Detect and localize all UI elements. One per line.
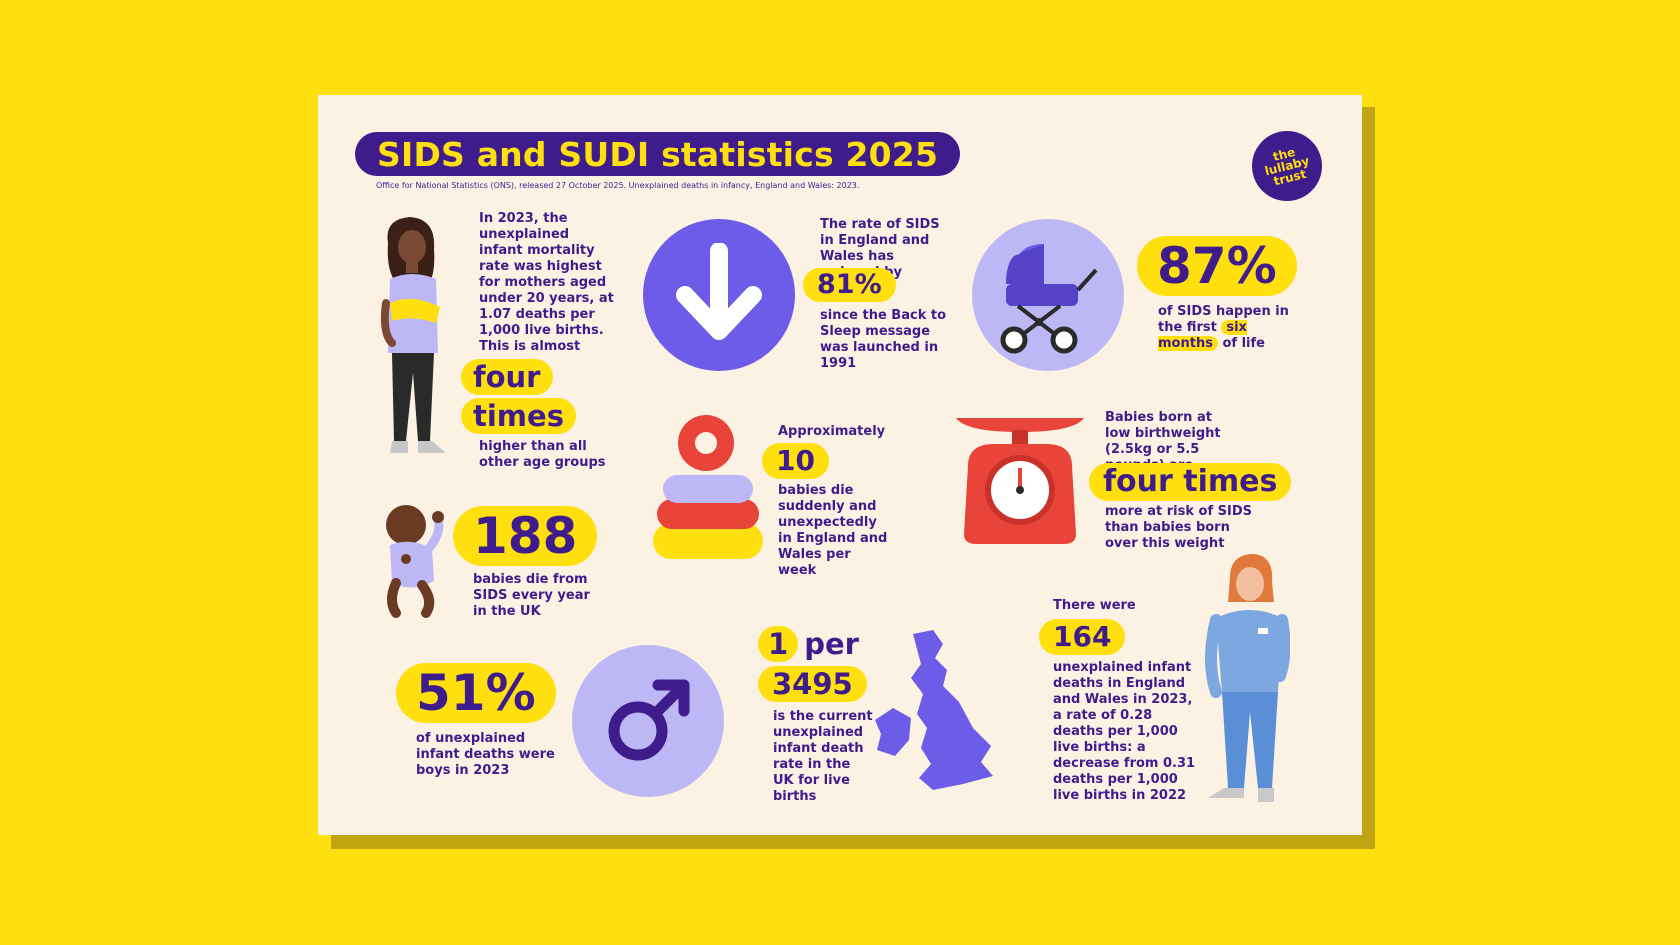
stat-164-before-text: There were [1053,598,1136,613]
stat-164-after-text: unexplained infant deaths in England and… [1053,660,1196,803]
lullaby-trust-logo: the lullaby trust [1244,123,1330,209]
male-symbol-circle [572,645,724,797]
stat-rate-value: 81% [803,268,896,302]
stat-uk-rate-value-1: 1 [758,626,799,662]
stat-uk-rate-value-2: 3495 [758,666,867,702]
stat-months-after: of life [1222,336,1265,351]
pram-icon [1000,244,1098,354]
uk-map-icon [875,630,993,790]
male-symbol-icon [608,679,690,761]
stat-months-text: of SIDS happen in the first six months o… [1158,304,1308,352]
stat-weekly-after-text: babies die suddenly and unexpectedly in … [778,483,888,578]
down-arrow-icon [676,243,762,340]
pram-circle [972,219,1124,371]
stat-boys-after-text: of unexplained infant deaths were boys i… [416,731,555,778]
stat-weekly-value: 10 [762,443,829,479]
nurse-illustration [1205,554,1290,802]
stat-rate-after-text: since the Back to Sleep message was laun… [820,308,947,371]
stat-yearly-value: 188 [453,506,598,566]
stat-164-value: 164 [1039,619,1126,655]
stat-months-before: of SIDS happen in the first [1158,304,1289,335]
mother-holding-baby-illustration [380,217,446,453]
page-title: SIDS and SUDI statistics 2025 [377,134,939,174]
stat-yearly-after-text: babies die from SIDS every year in the U… [473,572,590,619]
stat-weekly-before-text: Approximately [778,424,886,439]
stat-uk-rate-heading: 1 per [758,626,859,662]
stat-mothers-text: In 2023, the unexplained infant mortalit… [479,211,614,354]
stacking-rings-icon [653,415,763,559]
stat-uk-rate-word: per [804,627,859,661]
stat-birthweight-after-text: more at risk of SIDS than babies born ov… [1105,504,1252,551]
stat-birthweight-value: four times [1089,463,1292,501]
stat-mothers-highlight-times: times [461,398,576,434]
stat-months-value: 87% [1137,236,1297,296]
down-arrow-circle [643,219,795,371]
source-note: Office for National Statistics (ONS), re… [376,181,860,190]
stat-mothers-after-text: higher than all other age groups [479,439,606,470]
weighing-scale-icon [956,418,1084,544]
stat-uk-rate-after-text: is the current unexplained infant death … [773,709,873,804]
title-pill: SIDS and SUDI statistics 2025 [355,132,961,176]
stat-boys-value: 51% [396,663,556,723]
baby-illustration [386,505,444,618]
infographic-card: SIDS and SUDI statistics 2025 Office for… [318,95,1362,835]
stat-mothers-highlight-four: four [461,359,553,395]
